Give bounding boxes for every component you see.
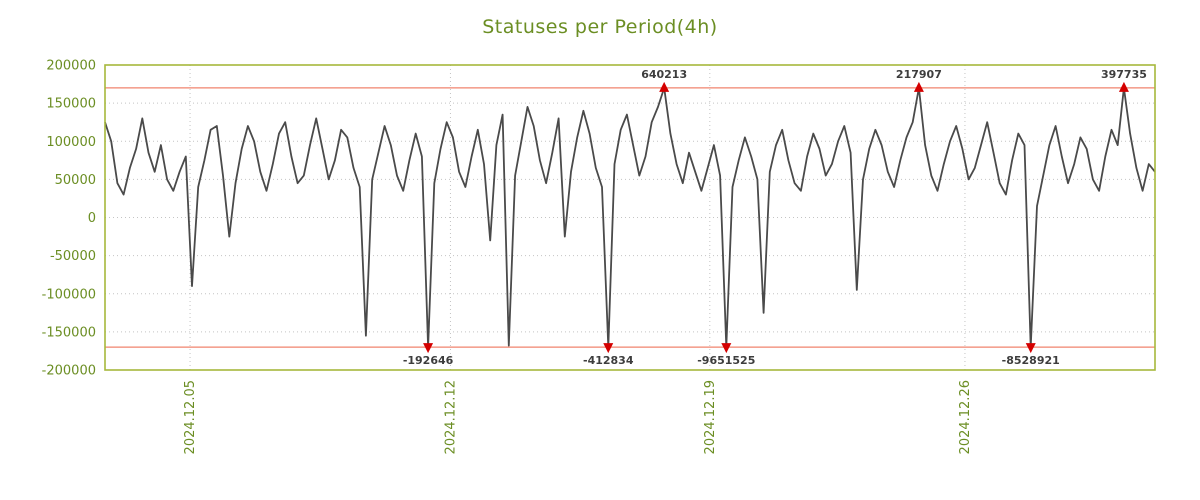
peak-marker-up [659,81,670,92]
svg-text:2024.12.12: 2024.12.12 [443,380,458,454]
chart-title: Statuses per Period(4h) [482,16,718,38]
plot-border [104,64,1156,371]
peak-marker-down [603,343,614,354]
peak-markers: -192646 -412834 640213 -9651525 217907 -85289… [403,68,1147,367]
y-axis-labels: 200000 150000 100000 50000 0 -50000 -100000 -15… [42,59,96,379]
svg-text:0: 0 [88,211,96,226]
peak-marker-down [423,343,434,354]
svg-text:-200000: -200000 [42,364,96,379]
x-axis-labels: 2024.12.05 2024.12.12 2024.12.19 2024.12.26 [183,380,973,454]
svg-text:200000: 200000 [46,59,96,74]
series-line [104,87,1156,349]
grid-lines [105,64,1155,371]
peak-marker-label: -9651525 [697,354,755,367]
peak-marker-label: -412834 [583,354,634,367]
svg-text:2024.12.26: 2024.12.26 [958,380,973,454]
peak-marker-label: 640213 [641,68,687,81]
peak-marker-label: -192646 [403,354,454,367]
svg-text:-50000: -50000 [50,249,96,264]
peak-marker-label: 397735 [1101,68,1147,81]
peak-marker-down [721,343,732,354]
peak-marker-label: 217907 [896,68,942,81]
svg-text:50000: 50000 [55,173,96,188]
svg-text:-100000: -100000 [42,287,96,302]
svg-text:100000: 100000 [46,135,96,150]
svg-text:150000: 150000 [46,97,96,112]
svg-text:-150000: -150000 [42,325,96,340]
peak-marker-up [1118,81,1129,92]
peak-marker-label: -8528921 [1002,354,1060,367]
threshold-lines [105,87,1155,348]
svg-text:2024.12.05: 2024.12.05 [183,380,198,454]
peak-marker-down [1025,343,1036,354]
peak-marker-up [913,81,924,92]
svg-text:2024.12.19: 2024.12.19 [703,380,718,454]
